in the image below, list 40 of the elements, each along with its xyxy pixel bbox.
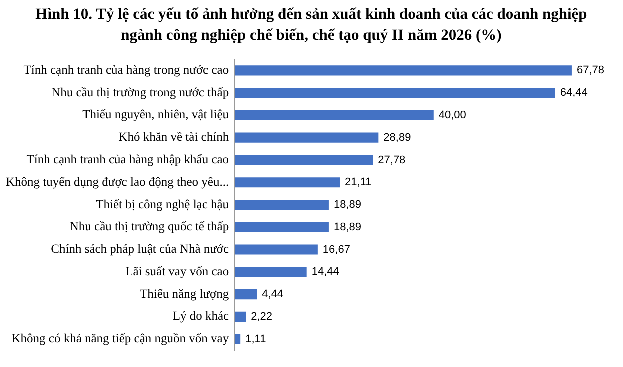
data-label: 67,78 — [576, 64, 604, 77]
bar — [235, 200, 329, 210]
bar — [235, 244, 318, 255]
y-tick-label: Nhu cầu thị trường trong nước thấp — [52, 85, 230, 100]
y-tick-label: Không tuyển dụng được lao động theo yêu... — [6, 174, 230, 189]
data-label: 21,11 — [344, 176, 372, 189]
data-label: 1,11 — [246, 333, 266, 346]
bar — [235, 334, 241, 344]
y-tick-label: Tính cạnh tranh của hàng trong nước cao — [24, 62, 230, 77]
y-tick-label: Thiết bị công nghệ lạc hậu — [96, 197, 230, 212]
data-label: 18,89 — [334, 199, 362, 212]
data-label: 2,22 — [251, 310, 273, 323]
bar — [235, 110, 434, 120]
data-label: 27,78 — [378, 154, 406, 166]
y-tick-label: Không có khả năng tiếp cận nguồn vốn vay — [12, 332, 230, 346]
bar — [235, 88, 556, 98]
y-tick-label: Lãi suất vay vốn cao — [126, 264, 230, 278]
bar — [235, 155, 374, 166]
bar — [235, 222, 329, 232]
data-label: 28,89 — [384, 132, 412, 144]
data-label: 64,44 — [560, 87, 588, 100]
bar — [235, 290, 258, 300]
bar — [235, 267, 307, 278]
bar — [235, 178, 340, 188]
y-tick-label: Khó khăn về tài chính — [118, 130, 230, 144]
y-tick-label: Chính sách pháp luật của Nhà nước — [51, 242, 230, 256]
data-label: 4,44 — [262, 288, 284, 301]
chart-title: Hình 10. Tỷ lệ các yếu tố ảnh hưởng đến sản xuất kinh doanh của các doanh nghiệp ngành công nghiệp chế biến, chế tạo quý II năm 2026 (%) — [34, 5, 588, 46]
y-tick-label: Lý do khác — [172, 309, 230, 324]
data-label: 40,00 — [438, 109, 466, 122]
bar — [235, 312, 246, 322]
bar — [235, 66, 572, 76]
y-tick-label: Thiếu năng lượng — [140, 286, 230, 301]
data-label: 14,44 — [312, 266, 340, 278]
y-tick-label: Thiếu nguyên, nhiên, vật liệu — [82, 108, 230, 122]
data-label: 16,67 — [322, 244, 350, 256]
bar — [235, 132, 379, 143]
data-label: 18,89 — [334, 221, 362, 234]
y-tick-label: Nhu cầu thị trường quốc tế thấp — [70, 220, 230, 234]
y-tick-label: Tính cạnh tranh của hàng nhập khẩu cao — [26, 152, 230, 167]
